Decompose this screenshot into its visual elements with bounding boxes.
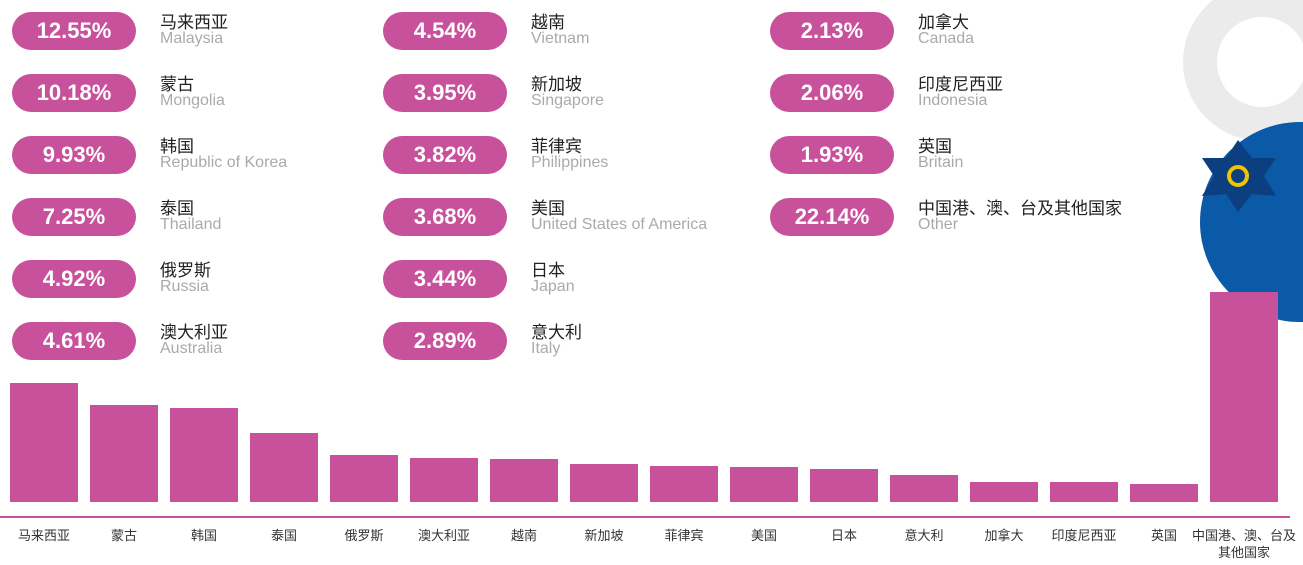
category-label-en: United States of America xyxy=(531,216,707,234)
value-pill: 7.25% xyxy=(12,198,136,236)
bar xyxy=(730,467,798,502)
category-label-en: Singapore xyxy=(531,92,604,110)
category-label-en: Italy xyxy=(531,340,560,358)
category-label-en: Thailand xyxy=(160,216,221,234)
bar xyxy=(1050,482,1118,502)
category-label-en: Britain xyxy=(918,154,963,172)
category-label-en: Indonesia xyxy=(918,92,987,110)
x-tick-label: 新加坡 xyxy=(559,528,649,545)
x-tick-label: 印度尼西亚 xyxy=(1039,528,1129,545)
category-label-en: Other xyxy=(918,216,958,234)
bar xyxy=(970,482,1038,502)
category-label-en: Australia xyxy=(160,340,222,358)
bar xyxy=(490,459,558,502)
value-pill: 10.18% xyxy=(12,74,136,112)
x-tick-label: 蒙古 xyxy=(79,528,169,545)
x-tick-label: 马来西亚 xyxy=(0,528,89,545)
bar xyxy=(1130,484,1198,502)
value-pill: 3.44% xyxy=(383,260,507,298)
bar xyxy=(170,408,238,502)
value-pill: 9.93% xyxy=(12,136,136,174)
category-label-en: Russia xyxy=(160,278,209,296)
value-pill: 22.14% xyxy=(770,198,894,236)
bar xyxy=(650,466,718,502)
x-tick-label: 俄罗斯 xyxy=(319,528,409,545)
category-label-en: Japan xyxy=(531,278,575,296)
category-label-en: Mongolia xyxy=(160,92,225,110)
category-label-en: Malaysia xyxy=(160,30,223,48)
x-tick-label: 菲律宾 xyxy=(639,528,729,545)
value-pill: 1.93% xyxy=(770,136,894,174)
bar xyxy=(330,455,398,502)
bar xyxy=(410,458,478,502)
value-pill: 2.06% xyxy=(770,74,894,112)
x-tick-label: 澳大利亚 xyxy=(399,528,489,545)
bar xyxy=(90,405,158,502)
bar xyxy=(890,475,958,502)
bar xyxy=(250,433,318,502)
value-pill: 3.82% xyxy=(383,136,507,174)
value-pill: 3.95% xyxy=(383,74,507,112)
page: 12.55% 马来西亚 Malaysia 10.18% 蒙古 Mongolia 9.93% 韩… xyxy=(0,0,1303,565)
x-tick-label: 日本 xyxy=(799,528,889,545)
category-label-en: Canada xyxy=(918,30,974,48)
x-tick-label: 韩国 xyxy=(159,528,249,545)
value-pill: 2.89% xyxy=(383,322,507,360)
decor-arc xyxy=(1200,0,1303,124)
value-pill: 4.92% xyxy=(12,260,136,298)
value-pill: 4.54% xyxy=(383,12,507,50)
bar xyxy=(10,383,78,502)
category-label-en: Philippines xyxy=(531,154,608,172)
bar xyxy=(1210,292,1278,502)
bar xyxy=(810,469,878,502)
x-tick-label: 中国港、澳、台及其他国家 xyxy=(1192,528,1296,562)
value-pill: 12.55% xyxy=(12,12,136,50)
x-tick-label: 意大利 xyxy=(879,528,969,545)
category-label-en: Vietnam xyxy=(531,30,589,48)
value-pill: 4.61% xyxy=(12,322,136,360)
bar xyxy=(570,464,638,502)
x-tick-label: 泰国 xyxy=(239,528,329,545)
x-tick-label: 美国 xyxy=(719,528,809,545)
value-pill: 3.68% xyxy=(383,198,507,236)
x-tick-label: 越南 xyxy=(479,528,569,545)
category-label-en: Republic of Korea xyxy=(160,154,287,172)
value-pill: 2.13% xyxy=(770,12,894,50)
x-tick-label: 加拿大 xyxy=(959,528,1049,545)
